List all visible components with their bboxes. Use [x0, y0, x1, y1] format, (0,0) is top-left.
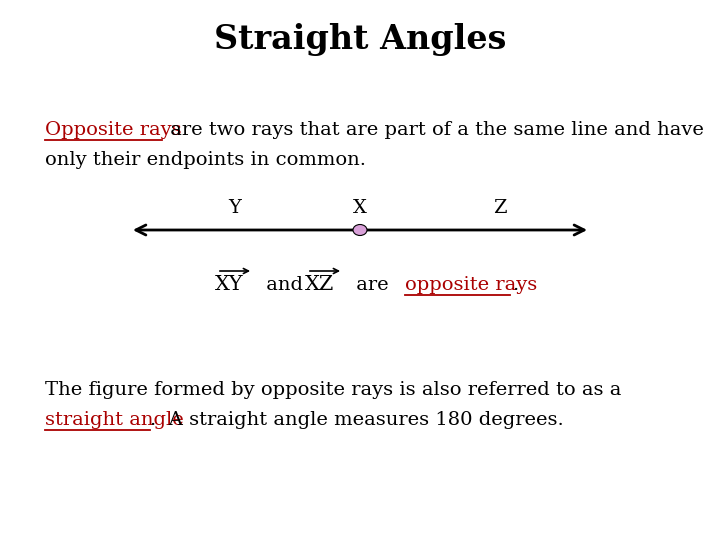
- Ellipse shape: [353, 225, 367, 235]
- Text: .: .: [512, 276, 518, 294]
- Text: Y: Y: [228, 199, 241, 217]
- Text: XZ: XZ: [305, 275, 334, 294]
- Text: straight angle: straight angle: [45, 411, 184, 429]
- Text: Straight Angles: Straight Angles: [214, 24, 506, 57]
- Text: The figure formed by opposite rays is also referred to as a: The figure formed by opposite rays is al…: [45, 381, 621, 399]
- Text: only their endpoints in common.: only their endpoints in common.: [45, 151, 366, 169]
- Text: Z: Z: [493, 199, 507, 217]
- Text: X: X: [353, 199, 367, 217]
- Text: are: are: [350, 276, 395, 294]
- Text: opposite rays: opposite rays: [405, 276, 537, 294]
- Text: and: and: [260, 276, 310, 294]
- Text: Opposite rays: Opposite rays: [45, 121, 181, 139]
- Text: XY: XY: [215, 275, 243, 294]
- Text: .  A straight angle measures 180 degrees.: . A straight angle measures 180 degrees.: [150, 411, 564, 429]
- Text: are two rays that are part of a the same line and have: are two rays that are part of a the same…: [164, 121, 704, 139]
